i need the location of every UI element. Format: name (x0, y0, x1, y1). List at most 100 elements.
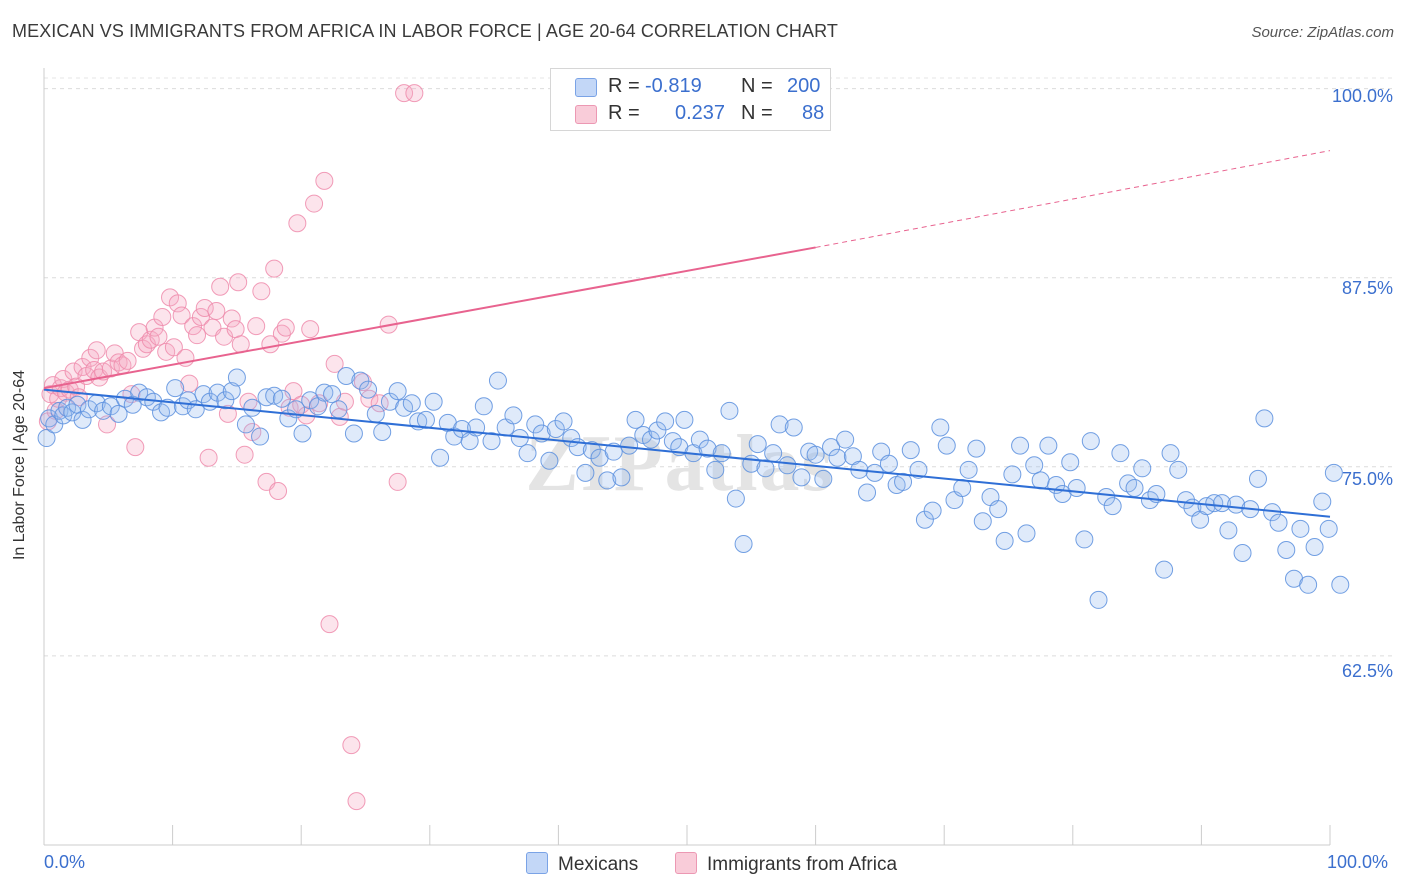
mexicans-point (222, 382, 241, 401)
africa-point (73, 357, 92, 376)
africa-point (301, 320, 320, 339)
mexicans-point (828, 448, 847, 467)
mexicans-point (1011, 436, 1030, 455)
africa-point (315, 171, 334, 190)
gridlines (44, 77, 1395, 657)
mexicans-point (995, 531, 1014, 550)
mexicans-trend-line (43, 388, 1331, 518)
africa-trend-line (43, 246, 816, 390)
africa-point (98, 415, 117, 434)
mexicans-point (656, 412, 675, 431)
mexicans-point (784, 418, 803, 437)
mexicans-point (901, 441, 920, 460)
legend-label: Mexicans (558, 854, 639, 875)
y-tick-label: 100.0% (1331, 86, 1393, 106)
n-label: N = (741, 102, 773, 124)
mexicans-point (482, 432, 501, 451)
legend-swatch (526, 852, 548, 874)
mexicans-point (959, 460, 978, 479)
mexicans-point (431, 448, 450, 467)
mexicans-point (620, 436, 639, 455)
mexicans-point (518, 444, 537, 463)
mexicans-point (236, 415, 255, 434)
mexicans-point (366, 404, 385, 423)
mexicans-point (778, 456, 797, 475)
africa-point (229, 273, 248, 292)
mexicans-point (1205, 494, 1224, 513)
mexicans-point (894, 472, 913, 491)
mexicans-point (706, 460, 725, 479)
mexicans-point (973, 512, 992, 531)
mexicans-point (806, 445, 825, 464)
mexicans-point (504, 406, 523, 425)
mexicans-point (690, 430, 709, 449)
africa-point (320, 615, 339, 634)
mexicans-point (546, 419, 565, 438)
mexicans-point (720, 401, 739, 420)
mexicans-point (1324, 463, 1343, 482)
mexicans-point (208, 383, 227, 402)
africa-point (247, 317, 266, 336)
africa-point (269, 482, 288, 500)
africa-point (87, 341, 106, 360)
mexicans-point (158, 398, 177, 417)
mexicans-point (137, 388, 156, 407)
mexicans-point (1003, 465, 1022, 484)
mexicans-point (915, 510, 934, 529)
mexicans-point (1161, 444, 1180, 463)
mexicans-point (1097, 488, 1116, 507)
mexicans-point (1313, 492, 1332, 511)
mexicans-point (953, 478, 972, 497)
chart-title: MEXICAN VS IMMIGRANTS FROM AFRICA IN LAB… (12, 21, 838, 41)
legend-item-mexicans[interactable]: Mexicans (526, 852, 638, 876)
mexicans-point (1089, 590, 1108, 609)
mexicans-point (554, 412, 573, 431)
mexicans-point (836, 430, 855, 449)
mexicans-point (879, 454, 898, 473)
mexicans-point (1319, 519, 1338, 538)
mexicans-point (45, 415, 64, 434)
mexicans-point (748, 435, 767, 454)
legend-item-africa[interactable]: Immigrants from Africa (675, 852, 897, 876)
mexicans-point (770, 415, 789, 434)
africa-point (325, 354, 344, 373)
mexicans-point (1277, 541, 1296, 559)
africa-point (195, 298, 214, 317)
africa-point (149, 327, 168, 346)
mexicans-point (315, 383, 334, 402)
mexicans-point (416, 410, 435, 429)
mexicans-point (858, 483, 877, 502)
legend-swatch (575, 105, 597, 124)
mexicans-point (1233, 544, 1252, 563)
africa-point (168, 294, 187, 313)
africa-point (211, 277, 230, 296)
mexicans-point (1061, 453, 1080, 472)
africa-point (226, 320, 245, 339)
mexicans-point (1291, 519, 1310, 538)
mexicans-point (1067, 478, 1086, 497)
x-tick-label: 100.0% (1327, 852, 1389, 872)
trend-lines (43, 150, 1331, 518)
mexicans-point (194, 385, 213, 404)
africa-point (388, 472, 407, 491)
mexicans-point (626, 410, 645, 429)
africa-point (252, 282, 271, 301)
mexicans-point (329, 400, 348, 419)
africa-trend-extension (815, 150, 1331, 248)
africa-point (305, 194, 324, 213)
africa-point (405, 84, 424, 103)
africa-point (172, 306, 191, 325)
mexicans-point (373, 423, 392, 441)
mexicans-point (1176, 491, 1195, 510)
mexicans-point (540, 451, 559, 470)
mexicans-point (712, 444, 731, 463)
mexicans-point (1305, 537, 1324, 556)
mexicans-point (989, 500, 1008, 519)
mexicans-point (1025, 456, 1044, 475)
mexicans-point (1248, 469, 1267, 488)
mexicans-point (257, 388, 276, 407)
mexicans-point (337, 367, 356, 386)
africa-point (235, 445, 254, 464)
mexicans-point (582, 441, 601, 460)
